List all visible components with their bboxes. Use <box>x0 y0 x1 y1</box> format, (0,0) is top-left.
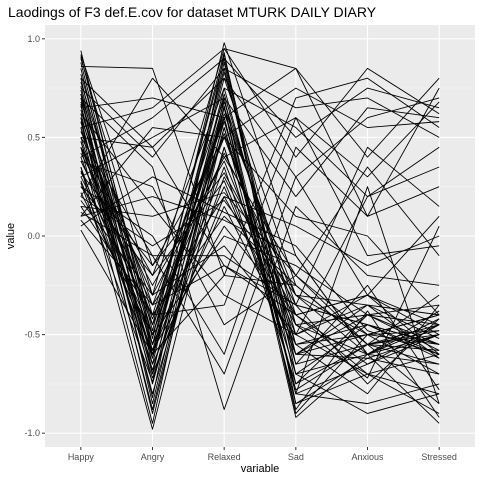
series-line <box>80 87 440 217</box>
series-line <box>80 219 440 335</box>
series-line <box>80 146 440 355</box>
series-line <box>80 146 440 430</box>
series-line <box>80 93 440 359</box>
series-line <box>80 58 440 158</box>
y-tick-label: -1.0 <box>24 428 40 438</box>
x-tick-label: Stressed <box>421 452 457 462</box>
series-line <box>80 97 440 424</box>
series-line <box>80 117 440 410</box>
x-tick-label: Happy <box>68 452 95 462</box>
y-tick-label: -0.5 <box>24 330 40 340</box>
series-line <box>80 54 440 316</box>
x-tick-label: Relaxed <box>208 452 241 462</box>
chart-title: Laodings of F3 def.E.cov for dataset MTU… <box>8 4 377 20</box>
series-line <box>80 137 440 375</box>
series-line <box>80 65 440 276</box>
series-line <box>80 97 440 198</box>
x-axis-title: variable <box>241 463 280 475</box>
series-line <box>80 77 440 306</box>
series-line <box>80 160 440 326</box>
x-tick-label: Sad <box>288 452 304 462</box>
data-lines <box>80 42 440 430</box>
series-line <box>80 117 440 404</box>
series-line <box>80 117 440 345</box>
series-line <box>80 196 440 355</box>
x-tick-label: Angry <box>141 452 165 462</box>
series-line <box>80 97 440 410</box>
series-line <box>80 196 440 336</box>
series-line <box>80 93 440 424</box>
x-axis: Happy Angry Relaxed Sad Anxious Stressed <box>68 447 457 462</box>
y-axis-title: value <box>5 223 17 249</box>
series-line <box>80 71 440 379</box>
series-line <box>80 192 440 345</box>
series-line <box>80 77 440 197</box>
series-line <box>80 67 440 158</box>
series-line <box>80 67 440 158</box>
series-line <box>80 48 440 158</box>
series-line <box>80 107 440 385</box>
series-line <box>80 48 440 296</box>
series-line <box>80 147 440 339</box>
series-line <box>80 113 440 336</box>
y-tick-label: 0.0 <box>27 231 40 241</box>
y-tick-label: 1.0 <box>27 34 40 44</box>
series-line <box>80 176 440 355</box>
y-tick-label: 0.5 <box>27 132 40 142</box>
series-line <box>80 131 440 336</box>
y-axis: -1.0 -0.5 0.0 0.5 1.0 <box>24 34 45 438</box>
series-line <box>80 87 440 276</box>
x-tick-label: Anxious <box>351 452 384 462</box>
series-line <box>80 105 440 418</box>
